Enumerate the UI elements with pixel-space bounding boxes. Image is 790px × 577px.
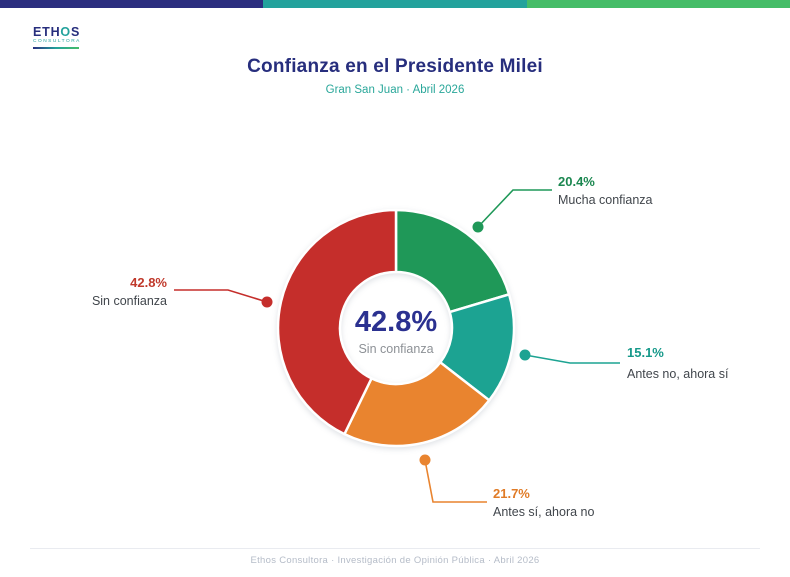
top-accent-bar [0, 0, 790, 8]
leader-dot-0 [472, 221, 484, 233]
accent-segment-teal [263, 0, 527, 8]
slice-percent-label-1: 15.1% [627, 345, 664, 360]
logo-o-mark: O [60, 25, 71, 39]
donut-slice-3 [276, 208, 398, 436]
donut-slices [276, 208, 516, 448]
ethos-logo: ETHOS CONSULTORA [33, 26, 81, 50]
logo-wordmark: ETHOS [33, 26, 81, 39]
logo-text-post: S [70, 25, 81, 39]
logo-accent-bar [33, 46, 79, 50]
footer-divider [30, 548, 760, 549]
slice-name-label-2: Antes sí, ahora no [493, 505, 595, 519]
leader-line-3 [174, 289, 268, 303]
donut-chart: 20.4% Mucha confianza 15.1% Antes no, ahora… [92, 174, 729, 519]
leader-dot-1 [519, 349, 531, 361]
slice-percent-label-0: 20.4% [558, 174, 595, 189]
footer-text: Ethos Consultora · Investigación de Opin… [250, 555, 540, 566]
leader-line-0 [477, 189, 552, 228]
slice-percent-label-2: 21.7% [493, 486, 530, 501]
donut-slice-2 [343, 361, 491, 448]
donut-center-label: Sin confianza [358, 342, 433, 356]
slice-percent-label-3: 42.8% [130, 275, 167, 290]
logo-tagline: CONSULTORA [33, 39, 81, 44]
leader-dot-3 [261, 296, 273, 308]
page-title: Confianza en el Presidente Milei [247, 56, 543, 77]
donut-slice-0 [394, 208, 511, 314]
leader-dot-2 [419, 454, 431, 466]
accent-segment-navy [0, 0, 264, 8]
page-subtitle: Gran San Juan · Abril 2026 [325, 84, 465, 96]
donut-center-value: 42.8% [355, 306, 437, 338]
slice-name-label-0: Mucha confianza [558, 193, 653, 207]
accent-segment-green [526, 0, 790, 8]
leader-line-2 [424, 459, 487, 503]
logo-text-pre: ETH [33, 25, 61, 39]
slice-name-label-1: Antes no, ahora sí [627, 367, 729, 381]
leader-line-1 [524, 354, 620, 364]
slice-name-label-3: Sin confianza [92, 294, 167, 308]
